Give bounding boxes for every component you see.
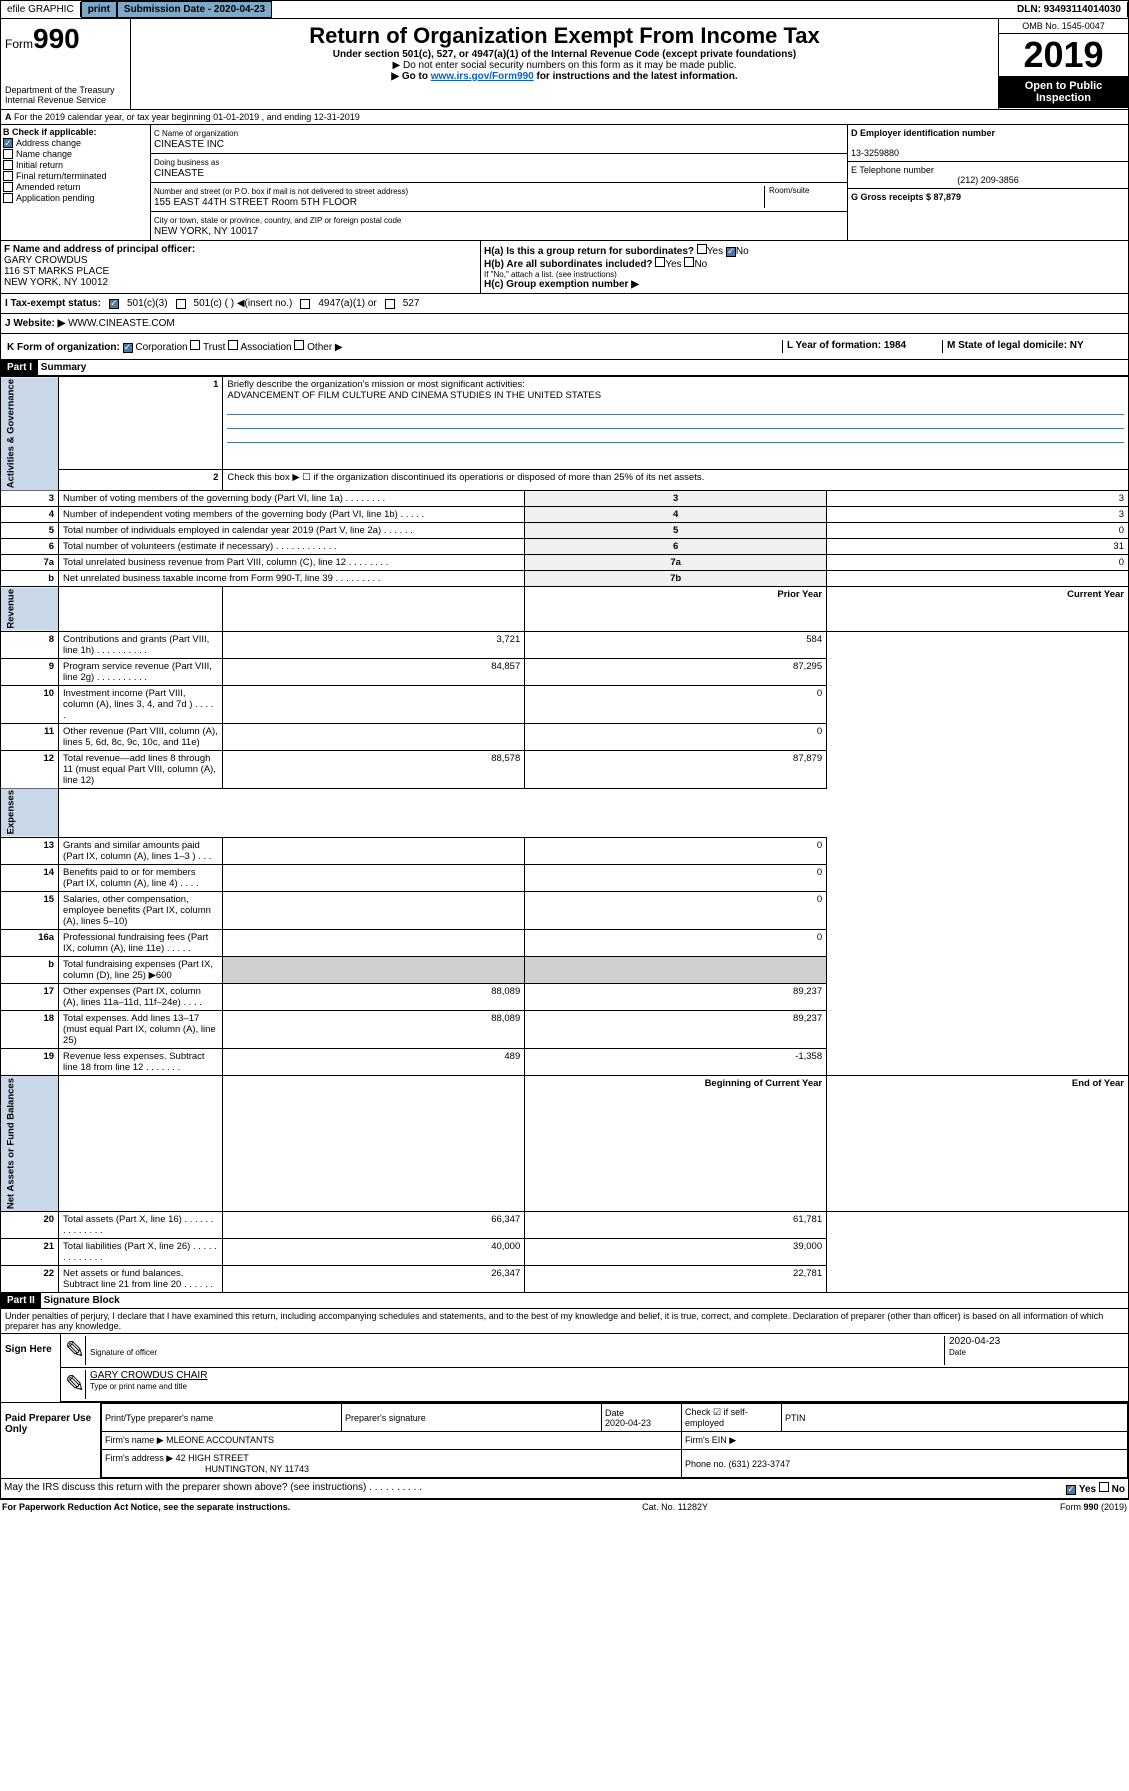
officer-addr1: 116 ST MARKS PLACE bbox=[4, 266, 109, 277]
cb-ha-yes[interactable] bbox=[697, 244, 707, 254]
officer-addr2: NEW YORK, NY 10012 bbox=[4, 277, 108, 288]
dept-treasury: Department of the Treasury bbox=[5, 85, 126, 95]
efile-label: efile GRAPHIC bbox=[1, 2, 81, 17]
cb-501c3[interactable]: ✓ bbox=[109, 299, 119, 309]
cb-501c[interactable] bbox=[176, 299, 186, 309]
irs-label: Internal Revenue Service bbox=[5, 95, 126, 105]
form-footer: Form 990 (2019) bbox=[1060, 1502, 1127, 1512]
cb-ha-no[interactable]: ✓ bbox=[726, 247, 736, 257]
part1-header: Part I bbox=[1, 360, 38, 375]
city-state-zip: NEW YORK, NY 10017 bbox=[154, 226, 258, 237]
note2-post: for instructions and the latest informat… bbox=[534, 71, 738, 82]
sign-here: Sign Here bbox=[1, 1334, 61, 1402]
dln: DLN: 93493114014030 bbox=[1011, 2, 1128, 17]
ein: 13-3259880 bbox=[851, 148, 899, 158]
check-applicable: B Check if applicable: bbox=[3, 127, 97, 137]
note-ssn: ▶ Do not enter social security numbers o… bbox=[135, 60, 994, 71]
cb-final[interactable] bbox=[3, 171, 13, 181]
vert-revenue: Revenue bbox=[1, 587, 59, 632]
cb-name[interactable] bbox=[3, 149, 13, 159]
cb-trust[interactable] bbox=[190, 340, 200, 350]
cb-hb-yes[interactable] bbox=[655, 257, 665, 267]
omb-number: OMB No. 1545-0047 bbox=[999, 19, 1128, 34]
top-bar: efile GRAPHIC print Submission Date - 20… bbox=[0, 0, 1129, 19]
form-number: 990 bbox=[33, 23, 80, 54]
cb-address[interactable]: ✓ bbox=[3, 138, 13, 148]
open-public: Open to Public Inspection bbox=[999, 76, 1128, 108]
tax-year: 2019 bbox=[999, 34, 1128, 76]
form-subtitle: Under section 501(c), 527, or 4947(a)(1)… bbox=[135, 49, 994, 60]
form-header: Form990 Department of the Treasury Inter… bbox=[0, 19, 1129, 110]
vert-activities: Activities & Governance bbox=[1, 377, 59, 491]
irs-link[interactable]: www.irs.gov/Form990 bbox=[431, 71, 534, 82]
cb-527[interactable] bbox=[385, 299, 395, 309]
cb-other[interactable] bbox=[294, 340, 304, 350]
summary-table: Activities & Governance 1 Briefly descri… bbox=[0, 376, 1129, 1293]
form-title: Return of Organization Exempt From Incom… bbox=[135, 23, 994, 49]
firm-phone: Phone no. (631) 223-3747 bbox=[682, 1450, 1128, 1478]
cat-no: Cat. No. 11282Y bbox=[642, 1502, 708, 1512]
cb-hb-no[interactable] bbox=[684, 257, 694, 267]
paid-preparer: Paid Preparer Use Only bbox=[1, 1403, 101, 1478]
cb-amended[interactable] bbox=[3, 182, 13, 192]
print-button[interactable]: print bbox=[81, 1, 117, 18]
tax-exempt-label: I Tax-exempt status: bbox=[5, 298, 101, 309]
mission: ADVANCEMENT OF FILM CULTURE AND CINEMA S… bbox=[227, 390, 601, 401]
tax-year-line: A For the 2019 calendar year, or tax yea… bbox=[0, 110, 1129, 125]
cb-initial[interactable] bbox=[3, 160, 13, 170]
firm-name: MLEONE ACCOUNTANTS bbox=[166, 1435, 274, 1445]
form-prefix: Form bbox=[5, 37, 33, 51]
note2-pre: ▶ Go to bbox=[391, 71, 430, 82]
state-domicile: M State of legal domicile: NY bbox=[947, 340, 1084, 351]
website-url: WWW.CINEASTE.COM bbox=[68, 318, 175, 329]
cb-4947[interactable] bbox=[300, 299, 310, 309]
cb-application[interactable] bbox=[3, 193, 13, 203]
gross-receipts: G Gross receipts $ 87,879 bbox=[851, 192, 961, 202]
vert-net: Net Assets or Fund Balances bbox=[1, 1076, 59, 1212]
street-address: 155 EAST 44TH STREET Room 5TH FLOOR bbox=[154, 197, 357, 208]
penalty-text: Under penalties of perjury, I declare th… bbox=[0, 1309, 1129, 1334]
vert-expenses: Expenses bbox=[1, 788, 59, 837]
cb-discuss-no[interactable] bbox=[1099, 1482, 1109, 1492]
phone: (212) 209-3856 bbox=[851, 175, 1125, 185]
officer-sig-name: GARY CROWDUS CHAIR bbox=[90, 1370, 207, 1381]
year-formation: L Year of formation: 1984 bbox=[787, 340, 906, 351]
cb-assoc[interactable] bbox=[228, 340, 238, 350]
submission-date: Submission Date - 2020-04-23 bbox=[117, 1, 272, 18]
cb-corp[interactable]: ✓ bbox=[123, 343, 133, 353]
dba: CINEASTE bbox=[154, 168, 204, 179]
part2-header: Part II bbox=[1, 1293, 41, 1308]
cb-discuss-yes[interactable]: ✓ bbox=[1066, 1485, 1076, 1495]
paperwork-notice: For Paperwork Reduction Act Notice, see … bbox=[2, 1502, 290, 1512]
firm-address: 42 HIGH STREET bbox=[176, 1453, 249, 1463]
officer-name: GARY CROWDUS bbox=[4, 255, 88, 266]
org-name: CINEASTE INC bbox=[154, 139, 224, 150]
